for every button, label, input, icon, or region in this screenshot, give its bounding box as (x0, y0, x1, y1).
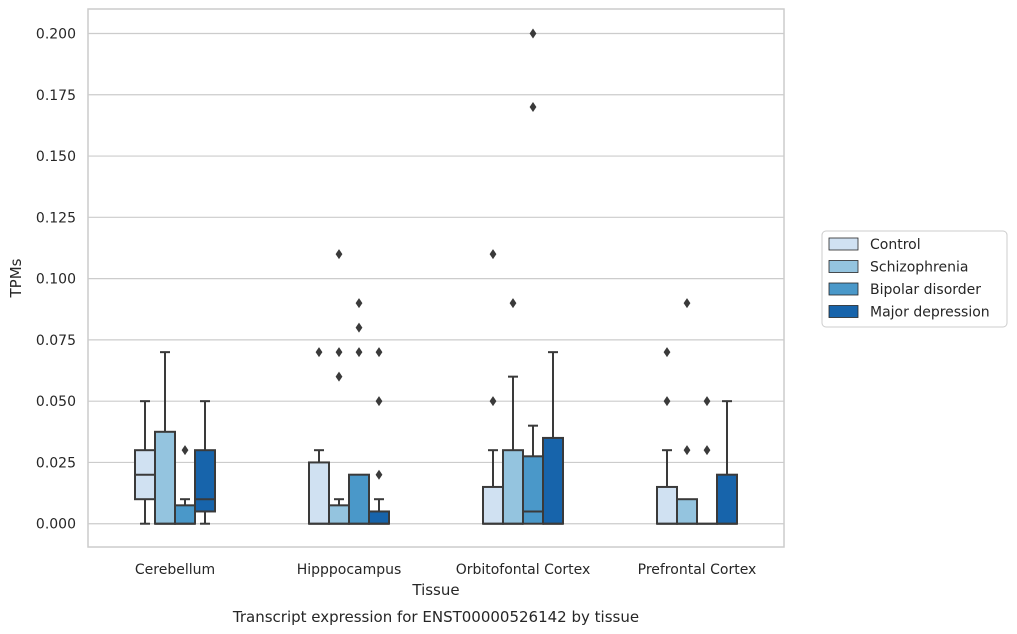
box-2-1 (348, 298, 370, 525)
box-body (308, 461, 330, 525)
box-3-2 (542, 351, 564, 525)
chart-caption: Transcript expression for ENST0000052614… (232, 608, 639, 626)
x-tick-label: Orbitofontal Cortex (456, 562, 591, 578)
outlier-marker (335, 371, 343, 382)
outlier-marker (703, 445, 711, 456)
y-tick-label: 0.150 (36, 149, 76, 165)
legend-swatch (828, 260, 859, 273)
legend-swatch (828, 282, 859, 296)
outlier-marker (335, 249, 343, 260)
outlier-marker (489, 396, 497, 407)
y-tick-label: 0.025 (36, 455, 76, 471)
outlier-marker (315, 347, 323, 358)
box-body (542, 436, 564, 525)
legend-swatch (828, 305, 859, 318)
box-1-1 (328, 249, 350, 525)
x-tick-labels: Cerebellum Hipppocampus Orbitofontal Corte… (135, 562, 756, 578)
outlier-marker (683, 298, 691, 309)
outlier-marker (375, 396, 383, 407)
outlier-marker (663, 347, 671, 358)
box-0-1 (308, 347, 330, 525)
outlier-marker (355, 298, 363, 309)
y-tick-labels: 0.000 0.025 0.050 0.075 0.100 0.125 0.150 0.175… (36, 27, 76, 533)
box-2-2 (522, 28, 544, 525)
boxplot-marks (134, 28, 738, 525)
box-3-3 (716, 400, 738, 525)
legend-label: Control (870, 237, 921, 253)
y-tick-label: 0.100 (36, 272, 76, 288)
outlier-marker (181, 445, 189, 456)
box-0-0 (134, 400, 156, 525)
outlier-marker (509, 298, 517, 309)
box-3-1 (368, 347, 390, 525)
outlier-marker (355, 347, 363, 358)
box-3-0 (194, 400, 216, 525)
box-body (502, 449, 524, 525)
legend-swatch (828, 237, 859, 251)
box-0-2 (482, 249, 504, 525)
box-body (174, 504, 196, 525)
y-tick-label: 0.050 (36, 394, 76, 410)
outlier-marker (355, 322, 363, 333)
outlier-marker (375, 347, 383, 358)
y-tick-label: 0.175 (36, 88, 76, 104)
outlier-marker (375, 469, 383, 480)
y-tick-label: 0.125 (36, 210, 76, 226)
box-body (522, 455, 544, 525)
box-2-0 (174, 445, 196, 525)
legend-label: Bipolar disorder (870, 282, 981, 298)
legend-label: Major depression (870, 305, 990, 321)
plot-area-frame (87, 8, 785, 548)
outlier-marker (683, 445, 691, 456)
box-body (368, 510, 390, 525)
box-1-2 (502, 298, 524, 525)
outlier-marker (703, 396, 711, 407)
y-axis-label: TPMs (7, 258, 25, 298)
box-1-3 (676, 298, 698, 525)
legend: Control Schizophrenia Bipolar disorder Majo… (821, 230, 1008, 328)
x-axis-label: Tissue (411, 581, 459, 599)
box-body (348, 473, 370, 525)
outlier-marker (529, 102, 537, 113)
box-0-3 (656, 347, 678, 525)
box-body (482, 485, 504, 525)
y-tick-label: 0.075 (36, 333, 76, 349)
outlier-marker (529, 28, 537, 39)
y-tick-label: 0.200 (36, 27, 76, 43)
grid-lines (88, 32, 784, 525)
x-tick-label: Prefrontal Cortex (638, 562, 757, 578)
outlier-marker (489, 249, 497, 260)
outlier-marker (335, 347, 343, 358)
box-body (328, 504, 350, 525)
outlier-marker (663, 396, 671, 407)
box-body (676, 498, 698, 525)
y-tick-label: 0.000 (36, 517, 76, 533)
box-body (716, 473, 738, 525)
x-tick-label: Hipppocampus (297, 562, 402, 578)
box-1-0 (154, 351, 176, 525)
box-body (194, 449, 216, 513)
box-body (656, 485, 678, 525)
box-body (154, 430, 176, 525)
legend-frame (821, 230, 1008, 328)
box-2-3 (696, 396, 718, 525)
legend-label: Schizophrenia (870, 260, 968, 276)
x-tick-label: Cerebellum (135, 562, 215, 578)
